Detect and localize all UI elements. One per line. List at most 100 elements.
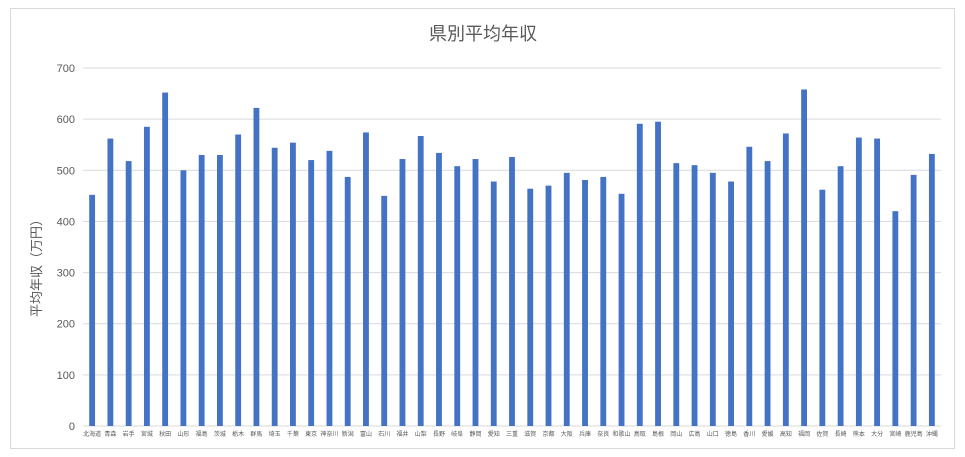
bar (454, 166, 461, 427)
x-tick-label: 新潟 (342, 430, 354, 438)
x-tick-label: 島根 (652, 430, 664, 438)
bar (764, 161, 771, 426)
x-tick-label: 秋田 (159, 430, 171, 438)
x-tick-label: 千葉 (287, 430, 299, 438)
x-tick-label: 長崎 (835, 430, 847, 438)
bar (655, 121, 661, 426)
x-tick-label: 山形 (177, 430, 189, 438)
bar (874, 138, 881, 426)
x-tick-label: 兵庫 (579, 430, 591, 438)
bar (417, 136, 424, 426)
y-axis-label: 平均年収（万円） (30, 213, 45, 317)
bar (691, 165, 698, 426)
bar (472, 159, 479, 426)
y-tick-label: 100 (57, 370, 75, 382)
x-tick-label: 和歌山 (613, 430, 631, 438)
x-tick-label: 埼玉 (269, 430, 281, 438)
bar (709, 172, 716, 426)
bar (600, 176, 607, 426)
x-tick-label: 滋賀 (524, 430, 536, 438)
bar (782, 133, 789, 426)
y-tick-label: 600 (57, 114, 75, 126)
x-tick-label: 東京 (305, 430, 317, 438)
x-tick-label: 大分 (871, 430, 883, 438)
x-tick-label: 奈良 (597, 430, 609, 438)
bar (290, 142, 296, 426)
x-tick-label: 静岡 (469, 430, 481, 438)
y-tick-label: 700 (57, 63, 75, 75)
bar (728, 181, 734, 426)
bar (253, 107, 260, 427)
x-tick-label: 鳥取 (634, 430, 646, 438)
bar (125, 161, 132, 426)
x-tick-label: 徳島 (725, 430, 737, 438)
x-tick-label: 広島 (689, 430, 701, 438)
x-tick-label: 山口 (707, 430, 719, 438)
bar (143, 126, 150, 427)
y-tick-labels: 0 100 200 300 400 500 600 700 (57, 63, 75, 433)
bar (363, 132, 369, 426)
x-tick-label: 石川 (378, 431, 390, 438)
bar (107, 138, 114, 426)
bar (855, 137, 862, 426)
x-tick-label: 三重 (506, 430, 518, 438)
bar (673, 163, 680, 426)
x-tick-label: 福島 (196, 430, 208, 438)
x-tick-label: 青森 (104, 430, 116, 438)
bar (801, 89, 808, 426)
bar (381, 195, 388, 426)
chart-frame: 県別平均年収 平均年収（万円） 0 100 200 300 400 500 600 700 北… (10, 8, 955, 449)
bar (746, 146, 753, 426)
bar (509, 156, 515, 426)
y-tick-label: 300 (57, 268, 75, 280)
bar (563, 172, 570, 426)
bar (490, 181, 497, 426)
y-tick-label: 0 (69, 421, 75, 433)
x-tick-label: 岡山 (670, 430, 682, 438)
x-tick-labels: 北海道 青森 岩手 宮城 秋田 山形 福島 茨城 栃木 群馬 埼玉 千葉 東京 神奈川 新潟 富山 石川 福井 山梨… (83, 430, 938, 438)
x-tick-label: 大阪 (561, 430, 573, 438)
x-tick-label: 京都 (543, 430, 555, 438)
bar (837, 166, 844, 427)
bar (545, 185, 552, 426)
chart-title: 県別平均年収 (429, 24, 537, 45)
x-tick-label: 群馬 (250, 430, 262, 438)
y-tick-label: 400 (57, 216, 75, 228)
bars (89, 89, 935, 427)
bar (198, 154, 205, 426)
x-tick-label: 宮崎 (889, 430, 901, 438)
bar (344, 176, 351, 426)
x-tick-label: 山梨 (415, 430, 427, 438)
bar (636, 123, 643, 426)
x-tick-label: 富山 (360, 430, 372, 438)
x-tick-label: 愛知 (488, 430, 500, 438)
x-tick-label: 愛媛 (762, 430, 774, 438)
bar (216, 154, 223, 426)
x-tick-label: 福岡 (798, 430, 810, 438)
x-tick-label: 沖縄 (926, 430, 938, 438)
bar (235, 134, 242, 426)
bar (308, 160, 315, 427)
bar (527, 188, 534, 426)
bar (89, 194, 96, 426)
bar (819, 189, 826, 426)
bar (618, 193, 625, 426)
bar (892, 211, 899, 426)
x-tick-label: 栃木 (232, 430, 244, 438)
x-tick-label: 北海道 (83, 430, 101, 438)
x-tick-label: 岐阜 (451, 430, 463, 438)
x-tick-label: 熊本 (853, 430, 865, 438)
x-tick-label: 神奈川 (320, 430, 338, 438)
x-tick-label: 宮城 (141, 430, 153, 438)
bar (271, 147, 278, 427)
bar (162, 92, 169, 426)
x-tick-label: 福井 (396, 430, 408, 438)
bar-chart: 県別平均年収 平均年収（万円） 0 100 200 300 400 500 600 700 北… (30, 24, 941, 438)
x-tick-label: 高知 (780, 430, 792, 438)
bar (436, 152, 442, 426)
bar (910, 174, 917, 426)
x-tick-label: 鹿児島 (905, 430, 923, 438)
bar (399, 159, 406, 426)
bar (582, 180, 588, 426)
y-tick-label: 200 (57, 319, 75, 331)
